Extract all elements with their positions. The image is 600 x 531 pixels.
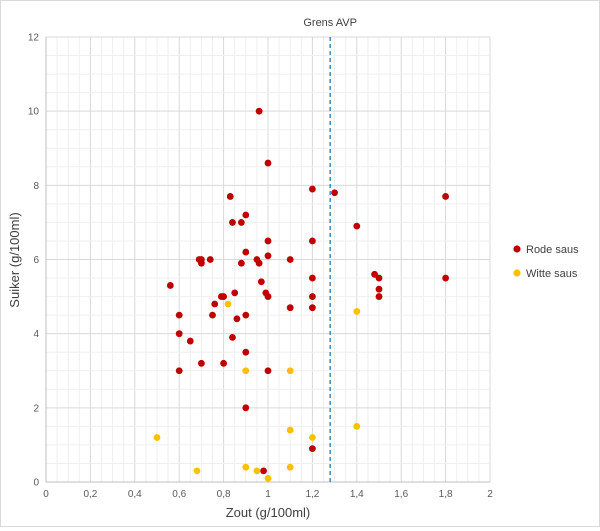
point-rode-saus xyxy=(175,367,183,375)
x-tick-label: 0,8 xyxy=(217,489,231,500)
point-rode-saus xyxy=(257,278,265,286)
y-tick-label: 6 xyxy=(33,255,39,266)
point-rode-saus xyxy=(226,193,234,200)
point-rode-saus xyxy=(198,259,205,267)
point-rode-saus xyxy=(209,311,216,319)
point-rode-saus xyxy=(255,259,263,267)
point-witte-saus xyxy=(253,467,261,475)
x-tick-label: 1,8 xyxy=(439,489,453,500)
point-rode-saus xyxy=(375,285,383,293)
annotation-layer: Grens AVP xyxy=(303,17,357,482)
point-rode-saus xyxy=(242,311,250,319)
point-rode-saus xyxy=(331,189,338,197)
point-rode-saus xyxy=(186,337,194,345)
point-rode-saus xyxy=(198,359,205,367)
point-layer xyxy=(153,107,449,482)
y-axis-title: Suiker (g/100ml) xyxy=(7,212,22,307)
point-rode-saus xyxy=(309,445,316,453)
x-tick-label: 1,2 xyxy=(305,489,319,500)
point-rode-saus xyxy=(237,259,245,267)
legend-marker xyxy=(513,269,521,277)
point-rode-saus xyxy=(286,256,294,263)
point-witte-saus xyxy=(242,463,250,471)
legend-label: Witte saus xyxy=(526,268,578,280)
point-witte-saus xyxy=(286,367,294,375)
x-tick-label: 0 xyxy=(43,489,49,500)
point-rode-saus xyxy=(309,304,316,312)
point-rode-saus xyxy=(242,211,250,219)
point-rode-saus xyxy=(233,315,241,323)
x-tick-label: 0,6 xyxy=(172,489,186,500)
point-rode-saus xyxy=(264,252,272,260)
point-rode-saus xyxy=(264,237,272,245)
threshold-label: Grens AVP xyxy=(303,17,357,29)
x-tick-label: 0,2 xyxy=(83,489,97,500)
point-rode-saus xyxy=(242,404,250,412)
point-witte-saus xyxy=(264,474,272,482)
y-tick-label: 2 xyxy=(33,403,39,414)
point-rode-saus xyxy=(255,107,263,115)
x-tick-label: 1,6 xyxy=(394,489,408,500)
y-tick-label: 0 xyxy=(33,478,39,489)
point-rode-saus xyxy=(309,293,316,300)
point-rode-saus xyxy=(286,304,294,312)
x-tick-label: 1,4 xyxy=(350,489,364,500)
y-tick-label: 8 xyxy=(33,181,39,192)
point-rode-saus xyxy=(353,222,361,230)
point-rode-saus xyxy=(166,282,174,289)
legend-marker xyxy=(513,245,521,253)
point-rode-saus xyxy=(309,237,316,245)
point-witte-saus xyxy=(224,300,232,308)
point-rode-saus xyxy=(237,219,245,226)
point-rode-saus xyxy=(231,289,239,297)
point-rode-saus xyxy=(220,293,228,300)
point-witte-saus xyxy=(242,367,250,375)
point-rode-saus xyxy=(242,248,250,256)
y-tick-label: 10 xyxy=(28,107,40,118)
x-axis-title: Zout (g/100ml) xyxy=(226,505,311,520)
point-witte-saus xyxy=(193,467,201,475)
x-tick-label: 2 xyxy=(487,489,493,500)
point-rode-saus xyxy=(375,293,383,300)
y-tick-label: 4 xyxy=(33,329,39,340)
point-rode-saus xyxy=(206,256,214,263)
x-tick-label: 0,4 xyxy=(128,489,142,500)
point-witte-saus xyxy=(286,426,294,434)
grid-layer xyxy=(45,36,491,483)
point-rode-saus xyxy=(242,348,250,356)
point-witte-saus xyxy=(153,434,161,441)
legend: Rode saus Witte saus xyxy=(513,244,579,280)
x-tick-label: 1 xyxy=(265,489,271,500)
point-witte-saus xyxy=(286,463,294,471)
point-rode-saus xyxy=(229,333,236,341)
point-rode-saus xyxy=(375,274,383,282)
point-witte-saus xyxy=(353,422,361,430)
point-rode-saus xyxy=(442,274,449,282)
point-rode-saus xyxy=(264,293,272,300)
legend-label: Rode saus xyxy=(526,244,579,256)
point-rode-saus xyxy=(260,467,267,475)
point-rode-saus xyxy=(309,274,316,282)
axis-layer: 0 0,2 0,4 0,6 0,8 1 1,2 1,4 1,6 1,8 2 0 2 4 6 8 10 12 xyxy=(28,33,493,501)
point-rode-saus xyxy=(229,219,236,226)
point-witte-saus xyxy=(309,434,316,441)
point-rode-saus xyxy=(264,367,272,375)
point-rode-saus xyxy=(442,193,449,200)
point-rode-saus xyxy=(309,185,316,193)
point-rode-saus xyxy=(211,300,219,308)
point-rode-saus xyxy=(220,359,228,367)
y-tick-label: 12 xyxy=(28,33,40,44)
point-rode-saus xyxy=(264,159,272,167)
point-rode-saus xyxy=(175,330,183,338)
point-witte-saus xyxy=(353,308,361,315)
point-rode-saus xyxy=(175,311,183,319)
